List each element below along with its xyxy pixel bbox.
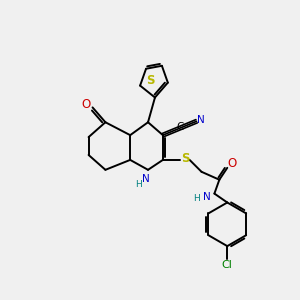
Text: N: N — [202, 192, 210, 202]
Text: N: N — [142, 174, 150, 184]
Text: Cl: Cl — [222, 260, 233, 270]
Text: H: H — [135, 180, 142, 189]
Text: O: O — [228, 158, 237, 170]
Text: S: S — [182, 152, 190, 165]
Text: N: N — [197, 115, 204, 125]
Text: H: H — [193, 194, 200, 203]
Text: O: O — [81, 98, 90, 111]
Text: S: S — [146, 74, 154, 87]
Text: C: C — [176, 122, 183, 132]
